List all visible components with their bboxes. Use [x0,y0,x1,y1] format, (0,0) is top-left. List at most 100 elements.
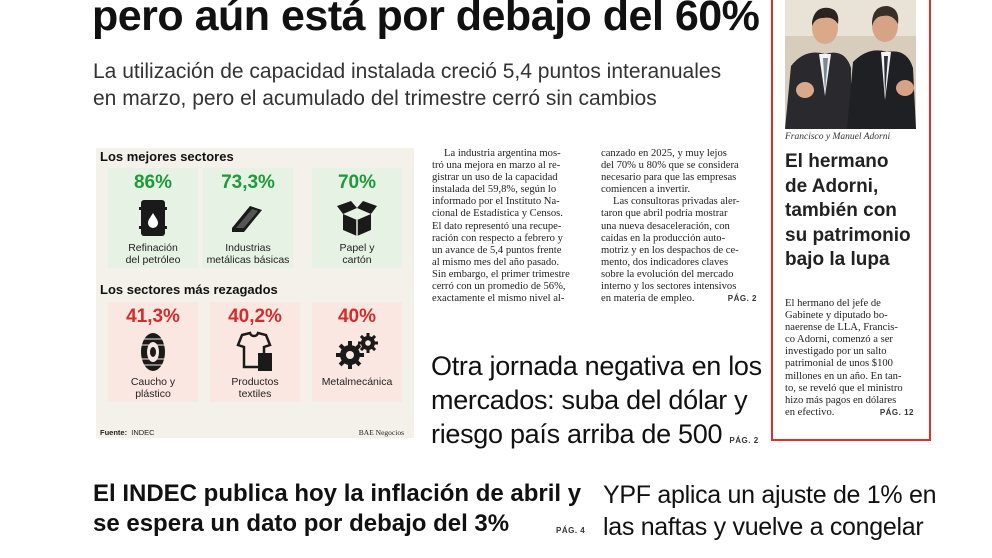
headline-line: YPF aplica un ajuste de 1% en [603,481,937,509]
sector-card: 41,3% Caucho y plástico [108,302,198,402]
sector-label: metálicas básicas [206,254,290,266]
article-line: instalada del 59,8%, según lo [432,184,557,196]
sector-label: Refinación [128,242,178,254]
article-line-end: en materia de empleo. [601,293,695,305]
article-line: ración con respecto a febrero y [432,232,563,244]
sector-card: 73,3% Industrias metálicas básicas [203,168,293,268]
article-line: Las consultoras privadas aler- [613,196,740,208]
article-line: necesario para que las empresas [601,172,737,184]
ypf-headline[interactable]: YPF aplica un ajuste de 1% en las naftas… [603,479,937,543]
sector-percent: 40,2% [228,306,282,327]
article-line: sobre la evolución del mercado [601,268,734,280]
article-line: El dato representó una recupe- [432,220,562,232]
article-line: interno y los sectores intensivos [601,281,737,293]
article-line: La industria argentina mos- [444,148,561,159]
headline-line: El INDEC publica hoy la inflación de abr… [93,480,582,507]
sidebar-box: Francisco y Manuel Adorni El hermano de … [771,0,931,441]
sector-label: Papel y [339,242,375,254]
sector-card: 86% Refinación del petróleo [108,168,198,268]
article-line: motriz y en los despachos de ce- [601,244,739,256]
gears-icon [312,328,402,376]
article-line: cional de Estadística y Censos. [432,208,563,220]
source-value: INDEC [131,428,155,437]
sector-label: cartón [342,254,372,266]
sector-infographic: Los mejores sectores 86% Refinación del … [96,148,414,438]
sector-label: Productos [231,376,279,388]
headline-line: su patrimonio [785,224,911,246]
article-line: un avance de 5,4 puntos frente [432,244,562,256]
article-line: tró una mejora en marzo al re- [432,160,561,172]
page-ref: PÁG. 2 [727,294,757,304]
article-line: canzado en 2025, y muy lejos [601,148,727,159]
worst-sectors-title: Los sectores más rezagados [100,282,278,297]
sector-percent: 86% [133,172,173,193]
sidebar-line: Gabinete y diputado bo- [785,310,888,322]
page-ref: PÁG. 2 [729,436,759,445]
article-line: exactamente el mismo nivel al- [432,293,565,305]
article-line: mento, dos indicadores claves [601,256,729,268]
photo-caption: Francisco y Manuel Adorni [785,132,891,142]
sector-label: Metalmecánica [321,376,393,388]
page-ref: PÁG. 12 [879,407,914,417]
headline-line-text: se espera un dato por debajo del 3% [93,510,510,537]
sector-percent: 73,3% [221,172,275,193]
sidebar-line: millones en un año. En tan- [785,370,902,382]
sidebar-line: patrimonial de unos $100 [785,358,893,370]
headline-line-text: riesgo país arriba de 500 [431,419,723,449]
article-line: en materia de empleo. PÁG. 2 [601,293,757,305]
article-line: informado por el Instituto Na- [432,196,560,208]
sector-label: plástico [135,388,171,400]
sector-card: 70% Papel y cartón [312,168,402,268]
sidebar-line: El hermano del jefe de [785,298,881,309]
page-ref: PÁG. 4 [556,526,586,535]
article-line: una nueva desaceleración, con [601,220,730,232]
sector-label: textiles [238,388,272,400]
sector-percent: 41,3% [126,306,180,327]
oil-barrel-icon [108,194,198,242]
sector-card: 40,2% Productos textiles [210,302,300,402]
article-line: Sin embargo, el primer trimestre [432,268,570,280]
sidebar-line-end: en efectivo. [785,406,835,418]
steel-beam-icon [203,194,293,242]
open-box-icon [312,194,402,242]
headline-line: riesgo país arriba de 500 PÁG. 2 [431,417,766,458]
headline-line: El hermano [785,151,889,172]
headline-line: se espera un dato por debajo del 3% [93,509,593,539]
subhead-line: en marzo, pero el acumulado del trimestr… [93,87,657,110]
article-column-1: La industria argentina mos- tró una mejo… [432,148,587,305]
sector-label: del petróleo [125,254,181,266]
sector-card: 40% Metalmecánica [312,302,402,402]
article-line: del 70% u 80% que se considera [601,160,739,172]
sidebar-headline[interactable]: El hermano de Adorni, también con su pat… [785,150,925,273]
source-note: Fuente: INDEC [100,428,155,437]
graphic-credit: BAE Negocios [358,428,404,437]
sidebar-line: hizo más pagos en dólares [785,394,897,406]
best-sectors-title: Los mejores sectores [100,149,234,164]
source-label: Fuente: [100,428,128,437]
sector-percent: 70% [337,172,377,193]
sector-label: Industrias [225,242,271,254]
article-line: cerró con un promedio de 56%, [432,281,566,293]
sidebar-line: en efectivo. PÁG. 12 [785,407,914,419]
article-line: comiencen a invertir. [601,184,691,196]
headline-line: de Adorni, [785,175,879,197]
sidebar-line: co Adorni, comenzó a ser [785,334,893,346]
sidebar-line: naerense de LLA, Francis- [785,322,898,334]
sidebar-body: El hermano del jefe de Gabinete y diputa… [785,298,914,419]
sidebar-line: to, se reveló que el ministro [785,382,903,394]
markets-headline[interactable]: Otra jornada negativa en los mercados: s… [431,349,766,458]
clothing-icon [210,328,300,376]
main-subhead: La utilización de capacidad instalada cr… [93,58,763,112]
subhead-line: La utilización de capacidad instalada cr… [93,60,722,83]
headline-line: Otra jornada negativa en los [431,351,762,381]
article-line: taron que abril podría mostrar [601,208,728,220]
article-column-2: canzado en 2025, y muy lejos del 70% u 8… [601,148,757,305]
sector-percent: 40% [337,306,377,327]
portrait-photo [785,0,916,129]
main-headline: pero aún está por debajo del 60% [92,0,760,40]
article-line: al mismo mes del año pasado. [432,256,560,268]
headline-line: mercados: suba del dólar y [431,385,748,415]
headline-line: las naftas y vuelve a congelar [603,513,924,541]
sector-label: Caucho y [130,376,176,388]
inflation-headline[interactable]: El INDEC publica hoy la inflación de abr… [93,479,593,539]
